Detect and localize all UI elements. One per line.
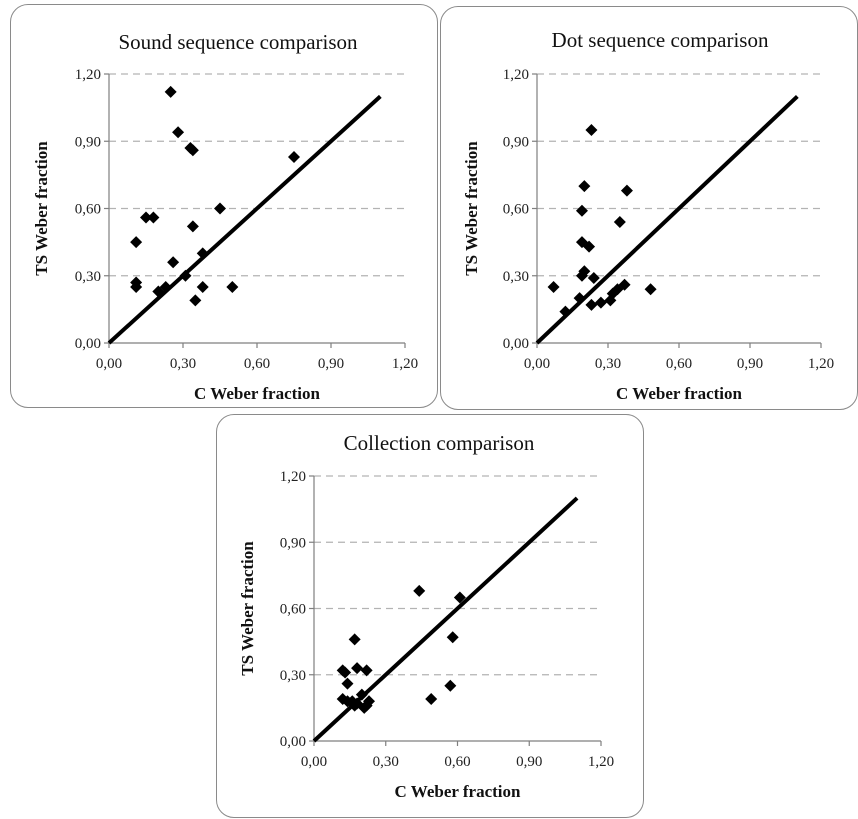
y-tick-label: 0,90 <box>280 535 306 551</box>
y-tick-label: 0,60 <box>503 202 529 218</box>
data-point <box>140 211 152 224</box>
data-point <box>172 126 185 139</box>
x-tick-label: 1,20 <box>588 754 614 770</box>
data-point <box>130 280 143 293</box>
data-point <box>583 240 596 253</box>
data-point <box>453 591 466 604</box>
data-point <box>348 699 361 712</box>
data-point <box>585 124 598 137</box>
y-tick-label: 0,90 <box>503 134 529 150</box>
data-point <box>179 269 192 282</box>
data-point <box>573 292 586 305</box>
data-point <box>575 269 588 282</box>
data-point <box>547 280 560 293</box>
x-tick-label: 0,30 <box>373 754 399 770</box>
data-point <box>575 204 588 217</box>
data-point <box>594 296 607 309</box>
x-axis-label: C Weber fraction <box>395 782 521 801</box>
y-tick-label: 0,30 <box>75 269 101 285</box>
y-axis-label: TS Weber fraction <box>238 541 257 676</box>
data-point <box>346 695 359 708</box>
data-point <box>578 180 591 193</box>
sound-chart-svg: Sound sequence comparison 0,00 0,30 0,60 0,9… <box>32 30 418 403</box>
chart-title: Sound sequence comparison <box>118 30 358 54</box>
data-point <box>186 144 199 157</box>
data-point <box>196 247 209 260</box>
reference-line <box>535 94 799 345</box>
data-point <box>620 184 633 197</box>
y-tick-label: 0,60 <box>75 202 101 218</box>
y-tick-label: 0,00 <box>75 336 101 352</box>
data-point <box>214 202 226 215</box>
data-point <box>152 285 165 298</box>
reference-line <box>107 94 382 345</box>
dot-chart-svg: Dot sequence comparison 0,00 0,30 0,60 0,90 1… <box>462 28 834 403</box>
y-tick-label: 0,30 <box>280 668 306 684</box>
data-point <box>578 265 591 278</box>
data-point <box>339 666 352 679</box>
data-point <box>351 662 364 675</box>
data-point <box>288 150 300 163</box>
data-point <box>348 633 361 646</box>
data-point <box>575 236 588 249</box>
y-tick-label: 1,20 <box>503 67 529 83</box>
x-tick-label: 0,60 <box>666 356 692 372</box>
x-tick-label: 0,60 <box>444 754 470 770</box>
x-axis-label: C Weber fraction <box>616 384 742 403</box>
y-axis-label: TS Weber fraction <box>462 141 481 276</box>
x-tick-label: 0,00 <box>301 754 327 770</box>
y-tick-label: 0,00 <box>503 336 529 352</box>
x-tick-label: 1,20 <box>808 356 834 372</box>
data-point <box>164 85 177 98</box>
y-tick-label: 0,60 <box>280 602 306 618</box>
data-point <box>613 215 626 228</box>
data-point <box>167 256 180 269</box>
y-tick-label: 0,30 <box>503 269 529 285</box>
data-point <box>585 298 598 311</box>
collection-panel: Collection comparison 0,00 0,30 0,60 0,90 1,2… <box>216 414 644 818</box>
data-point <box>360 699 373 712</box>
x-tick-label: 0,00 <box>96 356 122 372</box>
data-point <box>355 688 368 701</box>
data-point <box>587 271 600 284</box>
x-tick-label: 0,30 <box>170 356 196 372</box>
data-point <box>559 305 572 318</box>
x-tick-label: 0,90 <box>318 356 344 372</box>
data-point <box>189 294 202 307</box>
dot-sequence-panel: Dot sequence comparison 0,00 0,30 0,60 0,90 1… <box>440 6 858 410</box>
data-point <box>425 693 438 706</box>
chart-title: Collection comparison <box>344 431 535 455</box>
data-point <box>446 631 459 644</box>
y-tick-label: 1,20 <box>280 469 306 485</box>
y-tick-label: 0,90 <box>75 134 101 150</box>
data-point <box>341 677 354 690</box>
x-axis-label: C Weber fraction <box>194 384 320 403</box>
x-tick-label: 0,00 <box>524 356 550 372</box>
data-point <box>196 280 209 293</box>
data-point <box>413 584 426 597</box>
x-tick-label: 0,90 <box>737 356 763 372</box>
data-point <box>618 278 631 291</box>
x-tick-label: 0,60 <box>244 356 270 372</box>
collection-chart-svg: Collection comparison 0,00 0,30 0,60 0,90 1,2… <box>238 431 614 801</box>
x-tick-label: 0,30 <box>595 356 621 372</box>
data-point <box>644 283 657 296</box>
data-point <box>226 280 239 293</box>
data-point <box>147 211 160 224</box>
x-tick-label: 0,90 <box>516 754 542 770</box>
data-point <box>444 679 457 692</box>
y-axis-label: TS Weber fraction <box>32 141 51 276</box>
y-tick-label: 0,00 <box>280 734 306 750</box>
data-point <box>604 294 617 307</box>
sound-sequence-panel: Sound sequence comparison 0,00 0,30 0,60 0,9… <box>10 4 438 408</box>
data-point <box>130 236 143 249</box>
y-tick-label: 1,20 <box>75 67 101 83</box>
data-point <box>186 220 199 233</box>
chart-title: Dot sequence comparison <box>552 28 769 52</box>
x-tick-label: 1,20 <box>392 356 418 372</box>
